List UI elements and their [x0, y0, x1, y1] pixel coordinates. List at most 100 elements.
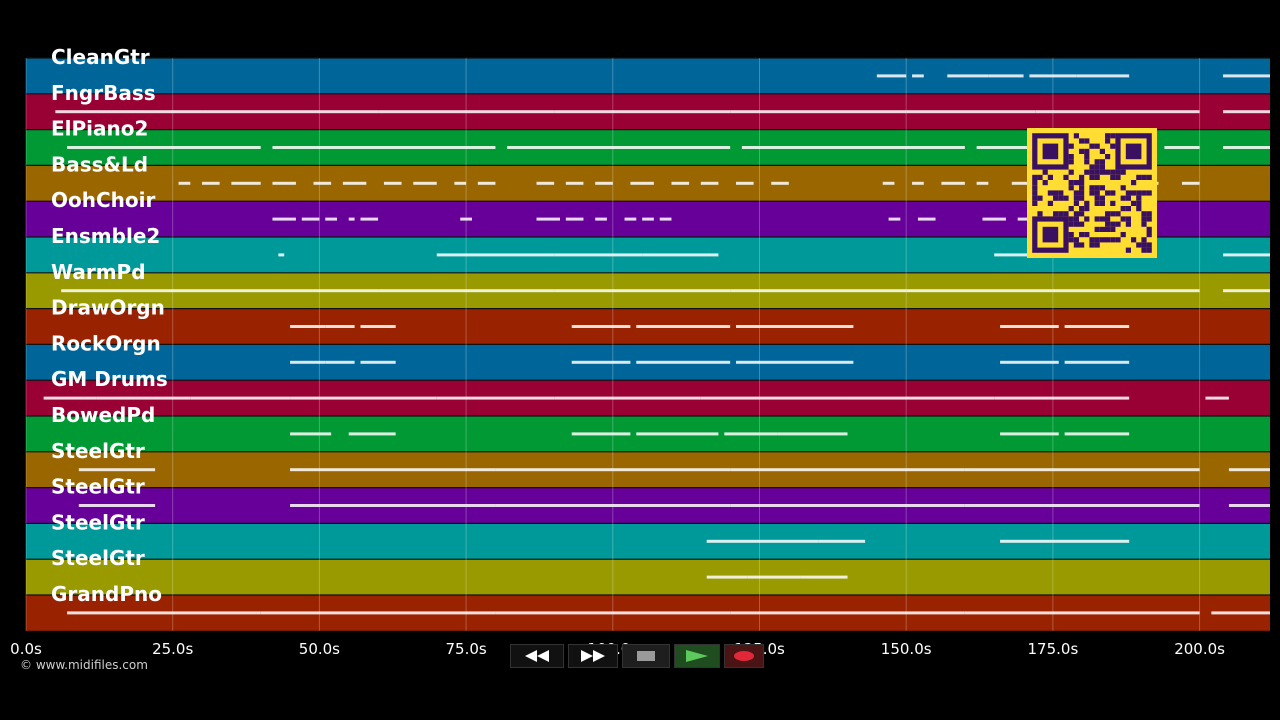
qr-module — [1105, 138, 1111, 144]
qr-module — [1099, 159, 1105, 165]
qr-module — [1105, 226, 1111, 232]
note — [1000, 325, 1059, 328]
qr-module — [1131, 180, 1137, 186]
qr-module — [1084, 138, 1090, 144]
rewind-button[interactable] — [510, 644, 564, 668]
qr-module — [1136, 242, 1142, 248]
qr-module — [1094, 185, 1100, 191]
note — [1064, 432, 1130, 436]
qr-module — [1110, 226, 1116, 232]
note — [325, 325, 355, 328]
note — [700, 396, 848, 400]
note — [495, 468, 731, 472]
note — [730, 468, 965, 472]
track-lane — [26, 559, 1270, 595]
qr-module — [1073, 200, 1079, 206]
qr-module — [1146, 190, 1152, 196]
qr-module — [1105, 216, 1111, 222]
note — [1181, 181, 1200, 185]
note — [290, 432, 332, 436]
qr-module — [1063, 195, 1069, 201]
track-label: GrandPno — [51, 582, 162, 606]
note — [272, 146, 496, 149]
note — [736, 181, 754, 185]
play-button[interactable] — [674, 644, 720, 668]
note — [96, 396, 191, 400]
qr-module — [1099, 200, 1105, 206]
qr-module — [1053, 190, 1059, 196]
qr-module — [1079, 138, 1085, 144]
stop-icon — [637, 651, 655, 661]
record-button[interactable] — [724, 644, 764, 668]
note — [706, 539, 760, 543]
qr-module — [1089, 242, 1095, 248]
qr-module — [1073, 237, 1079, 243]
qr-module — [1073, 221, 1079, 227]
track-label: ElPiano2 — [51, 117, 148, 141]
note — [78, 504, 156, 507]
qr-module — [1115, 237, 1121, 243]
qr-module — [1068, 185, 1074, 191]
note — [565, 217, 584, 221]
note — [747, 575, 801, 579]
qr-module — [1079, 174, 1085, 180]
note — [671, 181, 690, 185]
qr-module — [1120, 206, 1126, 212]
qr-module — [1068, 180, 1074, 186]
qr-module — [1084, 159, 1090, 165]
note — [876, 74, 907, 78]
qr-module — [1068, 216, 1074, 222]
qr-module — [1105, 237, 1111, 243]
qr-module — [1094, 200, 1100, 206]
qr-module — [1079, 221, 1085, 227]
note — [912, 181, 924, 185]
tick-label: 150.0s — [881, 640, 932, 658]
fast-forward-button[interactable] — [568, 644, 618, 668]
note — [982, 217, 1006, 221]
note — [736, 360, 854, 364]
qr-module — [1094, 174, 1100, 180]
qr-module — [1068, 159, 1074, 165]
note — [231, 181, 261, 185]
qr-module — [1047, 200, 1053, 206]
qr-module — [1094, 164, 1100, 170]
qr-module — [1053, 211, 1059, 217]
stop-button[interactable] — [622, 644, 670, 668]
note — [1223, 74, 1270, 78]
note — [260, 611, 496, 615]
note — [313, 181, 332, 185]
tick-label: 50.0s — [299, 640, 340, 658]
note — [1052, 289, 1200, 293]
qr-module — [1110, 211, 1116, 217]
note — [1000, 539, 1071, 543]
qr-module — [1136, 174, 1142, 180]
qr-module — [1047, 174, 1053, 180]
qr-module — [1084, 169, 1090, 175]
note — [771, 181, 789, 185]
note — [301, 217, 320, 221]
qr-module — [1094, 190, 1100, 196]
note — [1029, 74, 1077, 78]
note — [636, 360, 731, 364]
note — [1017, 217, 1036, 221]
note — [642, 217, 654, 221]
note — [730, 611, 965, 615]
note — [1000, 360, 1059, 364]
track-label: GM Drums — [51, 367, 168, 391]
qr-module — [1032, 195, 1038, 201]
qr-module — [1115, 221, 1121, 227]
qr-module — [1141, 216, 1147, 222]
note — [1223, 253, 1270, 257]
note — [190, 396, 291, 400]
fast-forward-icon — [581, 650, 605, 662]
qr-module — [1089, 164, 1095, 170]
note — [202, 110, 379, 114]
qr-module — [1089, 174, 1095, 180]
qr-module — [1146, 226, 1152, 232]
note — [342, 181, 367, 185]
qr-module — [1037, 211, 1043, 217]
note — [906, 110, 1036, 114]
note — [1076, 74, 1130, 78]
qr-module — [1068, 206, 1074, 212]
